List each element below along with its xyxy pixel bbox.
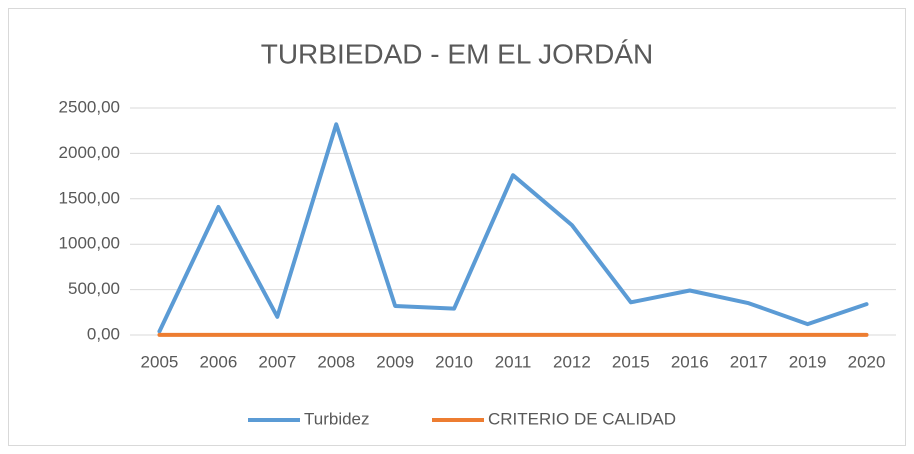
x-tick-label: 2008 <box>317 352 355 371</box>
x-tick-label: 2016 <box>671 352 709 371</box>
x-tick-label: 2009 <box>376 352 414 371</box>
x-tick-label: 2011 <box>495 352 532 371</box>
x-tick-label: 2020 <box>848 352 886 371</box>
x-tick-label: 2012 <box>553 352 591 371</box>
x-tick-label: 2005 <box>141 352 179 371</box>
x-tick-label: 2006 <box>199 352 237 371</box>
x-tick-label: 2019 <box>789 352 827 371</box>
y-tick-label: 2500,00 <box>59 97 120 116</box>
x-tick-label: 2015 <box>612 352 650 371</box>
y-tick-label: 500,00 <box>68 279 120 298</box>
series-line <box>157 122 869 334</box>
x-tick-label: 2017 <box>730 352 768 371</box>
x-tick-label: 2007 <box>258 352 296 371</box>
y-tick-label: 0,00 <box>87 324 120 343</box>
legend-label: Turbidez <box>304 409 370 428</box>
chart-border <box>8 8 906 446</box>
y-tick-label: 2000,00 <box>59 143 120 162</box>
legend-label: CRITERIO DE CALIDAD <box>488 409 676 428</box>
x-tick-label: 2010 <box>435 352 473 371</box>
chart-title: TURBIEDAD - EM EL JORDÁN <box>261 38 654 69</box>
y-tick-label: 1000,00 <box>59 234 120 253</box>
y-tick-label: 1500,00 <box>59 188 120 207</box>
